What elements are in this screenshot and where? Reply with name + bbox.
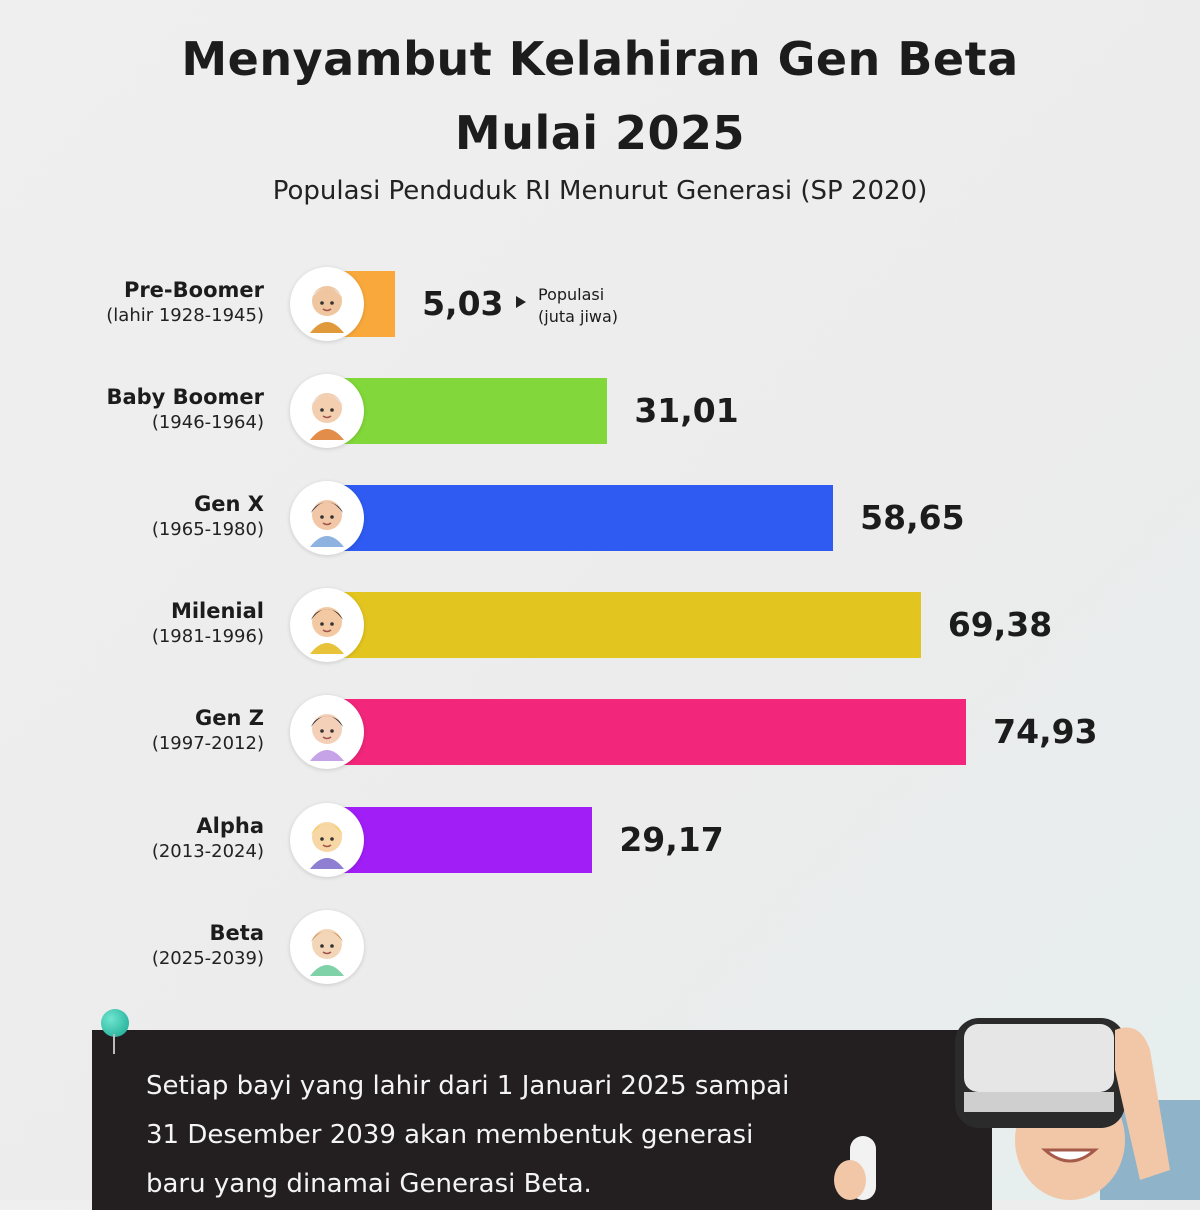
generation-avatar-icon	[290, 588, 364, 663]
category-years: (1997-2012)	[151, 733, 264, 755]
category-years: (1946-1964)	[151, 412, 264, 434]
bar-chart: Pre-Boomer (lahir 1928-1945) 5,03 Baby Boom…	[106, 267, 1098, 984]
generation-avatar-icon	[290, 909, 364, 984]
category-label: Alpha (2013-2024)	[152, 813, 264, 865]
category-label: Beta (2025-2039)	[152, 920, 264, 972]
category-name: Baby Boomer	[106, 385, 264, 410]
bar-gen-z	[340, 699, 967, 766]
info-text-line-3: baru yang dinamai Generasi Beta.	[146, 1169, 592, 1199]
info-text-line-2: 31 Desember 2039 akan membentuk generasi	[146, 1120, 754, 1150]
category-name: Gen Z	[195, 706, 264, 731]
child-vr-headset-image	[955, 1018, 1200, 1200]
category-label: Milenial (1981-1996)	[152, 598, 264, 650]
category-label: Pre-Boomer (lahir 1928-1945)	[106, 277, 264, 329]
category-years: (2013-2024)	[151, 840, 264, 862]
chart-subtitle: Populasi Penduduk RI Menurut Generasi (S…	[272, 176, 928, 206]
unit-note-line-1: Populasi	[538, 285, 605, 304]
page-title: Menyambut Kelahiran Gen Beta Mulai 2025	[0, 22, 1200, 170]
bar-gen-x	[340, 485, 834, 552]
category-label: Gen X (1965-1980)	[152, 491, 264, 543]
category-label: Gen Z (1997-2012)	[152, 705, 264, 757]
generation-avatar-icon	[290, 695, 364, 770]
data-label: 5,03	[422, 284, 504, 323]
category-years: (1965-1980)	[151, 519, 264, 541]
info-text: Setiap bayi yang lahir dari 1 Januari 20…	[146, 1062, 906, 1209]
generation-avatar-icon	[290, 481, 364, 556]
title-line-2: Mulai 2025	[454, 106, 746, 160]
data-label: 58,65	[860, 498, 965, 538]
bar-milenial	[340, 592, 921, 659]
data-label: 29,17	[619, 819, 724, 859]
category-label: Baby Boomer (1946-1964)	[106, 384, 264, 436]
category-name: Alpha	[196, 813, 264, 838]
category-name: Milenial	[170, 599, 264, 624]
pushpin-icon	[101, 1009, 129, 1037]
pushpin-needle	[113, 1034, 115, 1054]
category-name: Gen X	[194, 492, 264, 517]
data-label: 31,01	[634, 391, 739, 431]
data-label: 74,93	[993, 712, 1098, 752]
vr-controller-image	[834, 1136, 876, 1200]
triangle-arrow-icon	[516, 296, 526, 308]
data-label: 69,38	[947, 605, 1053, 645]
bar-baby-boomer	[340, 378, 608, 445]
category-name: Pre-Boomer	[123, 278, 264, 302]
info-text-line-1: Setiap bayi yang lahir dari 1 Januari 20…	[146, 1071, 790, 1101]
generation-avatar-icon	[290, 802, 364, 877]
category-years: (1981-1996)	[151, 626, 264, 648]
category-years: (2025-2039)	[151, 947, 264, 969]
generation-avatar-icon	[290, 267, 364, 341]
category-years: (lahir 1928-1945)	[106, 305, 264, 326]
unit-note-line-2: (juta jiwa)	[538, 307, 619, 326]
generation-avatar-icon	[290, 374, 364, 449]
bar-alpha	[340, 806, 593, 873]
unit-note: Populasi (juta jiwa)	[538, 284, 618, 328]
category-name: Beta	[209, 920, 264, 945]
title-line-1: Menyambut Kelahiran Gen Beta	[181, 32, 1019, 86]
